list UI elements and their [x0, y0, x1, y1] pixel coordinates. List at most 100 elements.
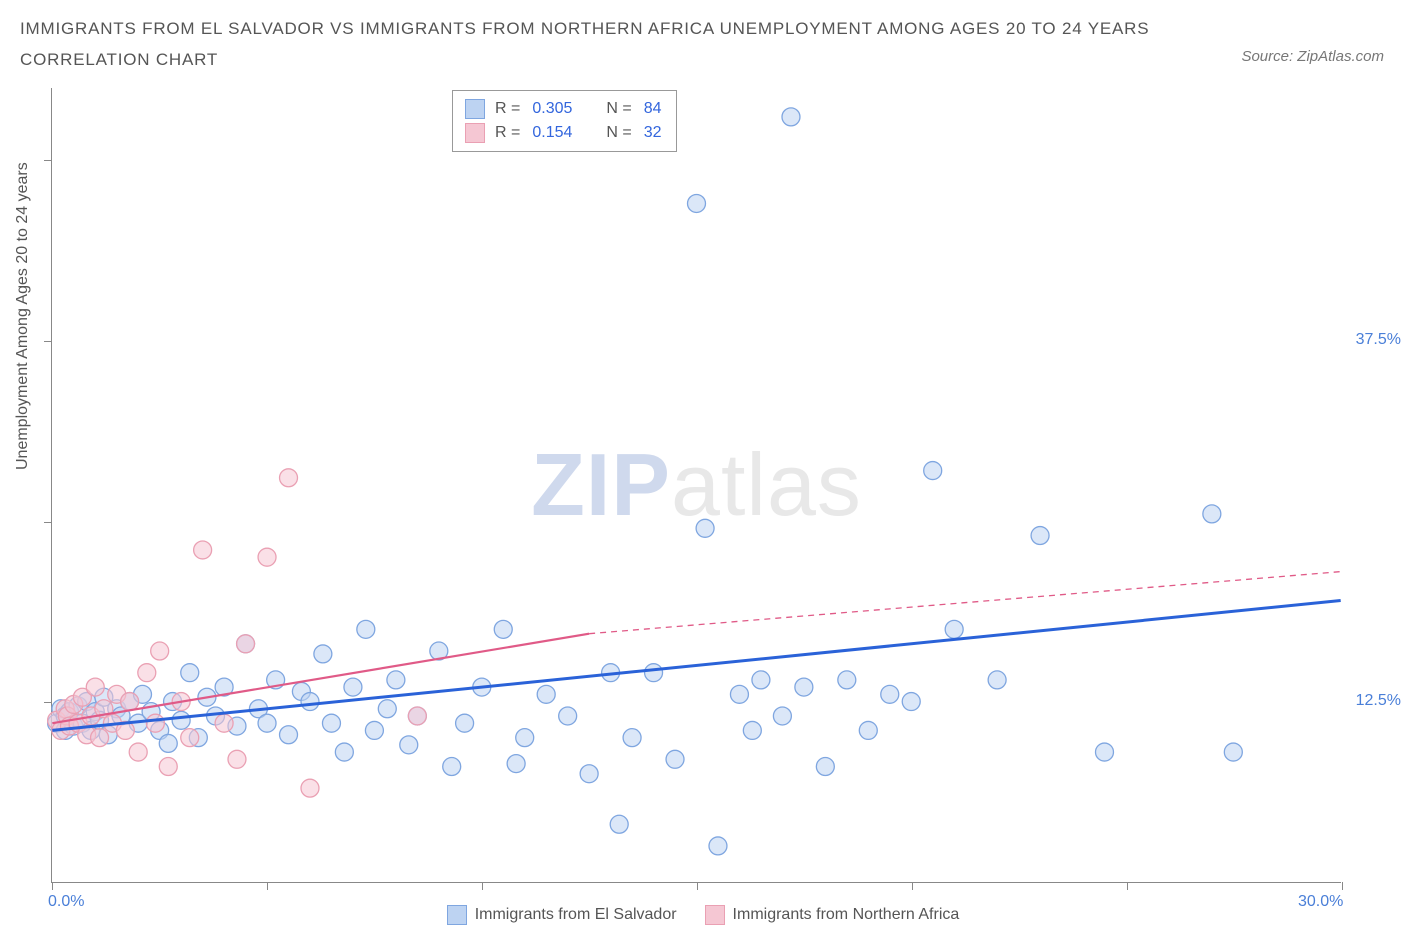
- scatter-point: [924, 462, 942, 480]
- source-attribution: Source: ZipAtlas.com: [1241, 48, 1384, 65]
- scatter-point: [181, 729, 199, 747]
- scatter-point: [121, 693, 139, 711]
- scatter-point: [666, 750, 684, 768]
- scatter-point: [301, 779, 319, 797]
- x-tick-mark: [267, 882, 268, 890]
- scatter-point: [138, 664, 156, 682]
- x-tick-mark: [1342, 882, 1343, 890]
- series-legend-item: Immigrants from Northern Africa: [705, 905, 960, 925]
- legend-r-value: 0.154: [530, 124, 574, 142]
- legend-r-label: R =: [495, 100, 520, 118]
- scatter-point: [86, 678, 104, 696]
- chart-title-line2: Correlation Chart: [20, 45, 1386, 76]
- scatter-point: [280, 726, 298, 744]
- series-legend-label: Immigrants from El Salvador: [475, 906, 677, 924]
- scatter-point: [507, 755, 525, 773]
- legend-r-label: R =: [495, 124, 520, 142]
- scatter-point: [322, 714, 340, 732]
- scatter-point: [816, 758, 834, 776]
- scatter-point: [159, 734, 177, 752]
- scatter-point: [301, 693, 319, 711]
- scatter-point: [688, 195, 706, 213]
- regression-line-blue: [52, 600, 1340, 730]
- scatter-point: [1095, 743, 1113, 761]
- scatter-point: [314, 645, 332, 663]
- scatter-point: [129, 743, 147, 761]
- scatter-point: [159, 758, 177, 776]
- scatter-point: [258, 714, 276, 732]
- scatter-point: [859, 721, 877, 739]
- scatter-point: [146, 714, 164, 732]
- scatter-point: [610, 815, 628, 833]
- legend-n-label: N =: [606, 100, 631, 118]
- scatter-point: [580, 765, 598, 783]
- scatter-point: [387, 671, 405, 689]
- scatter-point: [181, 664, 199, 682]
- scatter-point: [443, 758, 461, 776]
- scatter-point: [559, 707, 577, 725]
- plot-svg: [52, 88, 1341, 882]
- scatter-point: [945, 620, 963, 638]
- series-legend-label: Immigrants from Northern Africa: [733, 906, 960, 924]
- x-tick-mark: [1127, 882, 1128, 890]
- legend-swatch: [447, 905, 467, 925]
- stats-legend-box: R = 0.305 N = 84 R = 0.154 N = 32: [452, 90, 677, 152]
- scatter-point: [696, 519, 714, 537]
- y-axis-label: Unemployment Among Ages 20 to 24 years: [14, 162, 32, 470]
- scatter-point: [752, 671, 770, 689]
- y-tick-label: 12.5%: [1356, 692, 1401, 710]
- x-tick-mark: [912, 882, 913, 890]
- scatter-point: [773, 707, 791, 725]
- scatter-point: [194, 541, 212, 559]
- stats-legend-row: R = 0.154 N = 32: [465, 121, 664, 145]
- y-tick-mark: [44, 702, 52, 703]
- scatter-point: [228, 750, 246, 768]
- y-tick-label: 37.5%: [1356, 331, 1401, 349]
- legend-n-value: 32: [642, 124, 664, 142]
- chart-title-block: Immigrants from El Salvador vs Immigrant…: [0, 0, 1406, 75]
- scatter-point: [400, 736, 418, 754]
- x-tick-mark: [482, 882, 483, 890]
- scatter-chart: ZIPatlas R =0.305N =84R =0.154N =32 0.0%…: [51, 88, 1341, 883]
- scatter-point: [215, 714, 233, 732]
- y-tick-mark: [44, 341, 52, 342]
- scatter-point: [237, 635, 255, 653]
- scatter-point: [151, 642, 169, 660]
- y-tick-mark: [44, 522, 52, 523]
- legend-swatch: [465, 123, 485, 143]
- chart-title-line1: Immigrants from El Salvador vs Immigrant…: [20, 14, 1386, 45]
- legend-swatch: [705, 905, 725, 925]
- scatter-point: [838, 671, 856, 689]
- scatter-point: [537, 685, 555, 703]
- scatter-point: [881, 685, 899, 703]
- x-tick-mark: [52, 882, 53, 890]
- scatter-point: [456, 714, 474, 732]
- legend-n-label: N =: [606, 124, 631, 142]
- scatter-point: [344, 678, 362, 696]
- series-legend-item: Immigrants from El Salvador: [447, 905, 677, 925]
- legend-r-value: 0.305: [530, 100, 574, 118]
- scatter-point: [494, 620, 512, 638]
- stats-legend-row: R = 0.305 N = 84: [465, 97, 664, 121]
- scatter-point: [335, 743, 353, 761]
- scatter-point: [795, 678, 813, 696]
- series-legend: Immigrants from El Salvador Immigrants fr…: [0, 905, 1406, 925]
- scatter-point: [782, 108, 800, 126]
- scatter-point: [408, 707, 426, 725]
- scatter-point: [172, 711, 190, 729]
- scatter-point: [988, 671, 1006, 689]
- scatter-point: [623, 729, 641, 747]
- scatter-point: [258, 548, 276, 566]
- scatter-point: [730, 685, 748, 703]
- scatter-point: [645, 664, 663, 682]
- scatter-point: [516, 729, 534, 747]
- scatter-point: [743, 721, 761, 739]
- regression-line-pink-dashed: [589, 572, 1341, 634]
- scatter-point: [378, 700, 396, 718]
- x-tick-mark: [697, 882, 698, 890]
- legend-n-value: 84: [642, 100, 664, 118]
- y-tick-mark: [44, 160, 52, 161]
- scatter-point: [91, 729, 109, 747]
- scatter-point: [1031, 527, 1049, 545]
- scatter-point: [280, 469, 298, 487]
